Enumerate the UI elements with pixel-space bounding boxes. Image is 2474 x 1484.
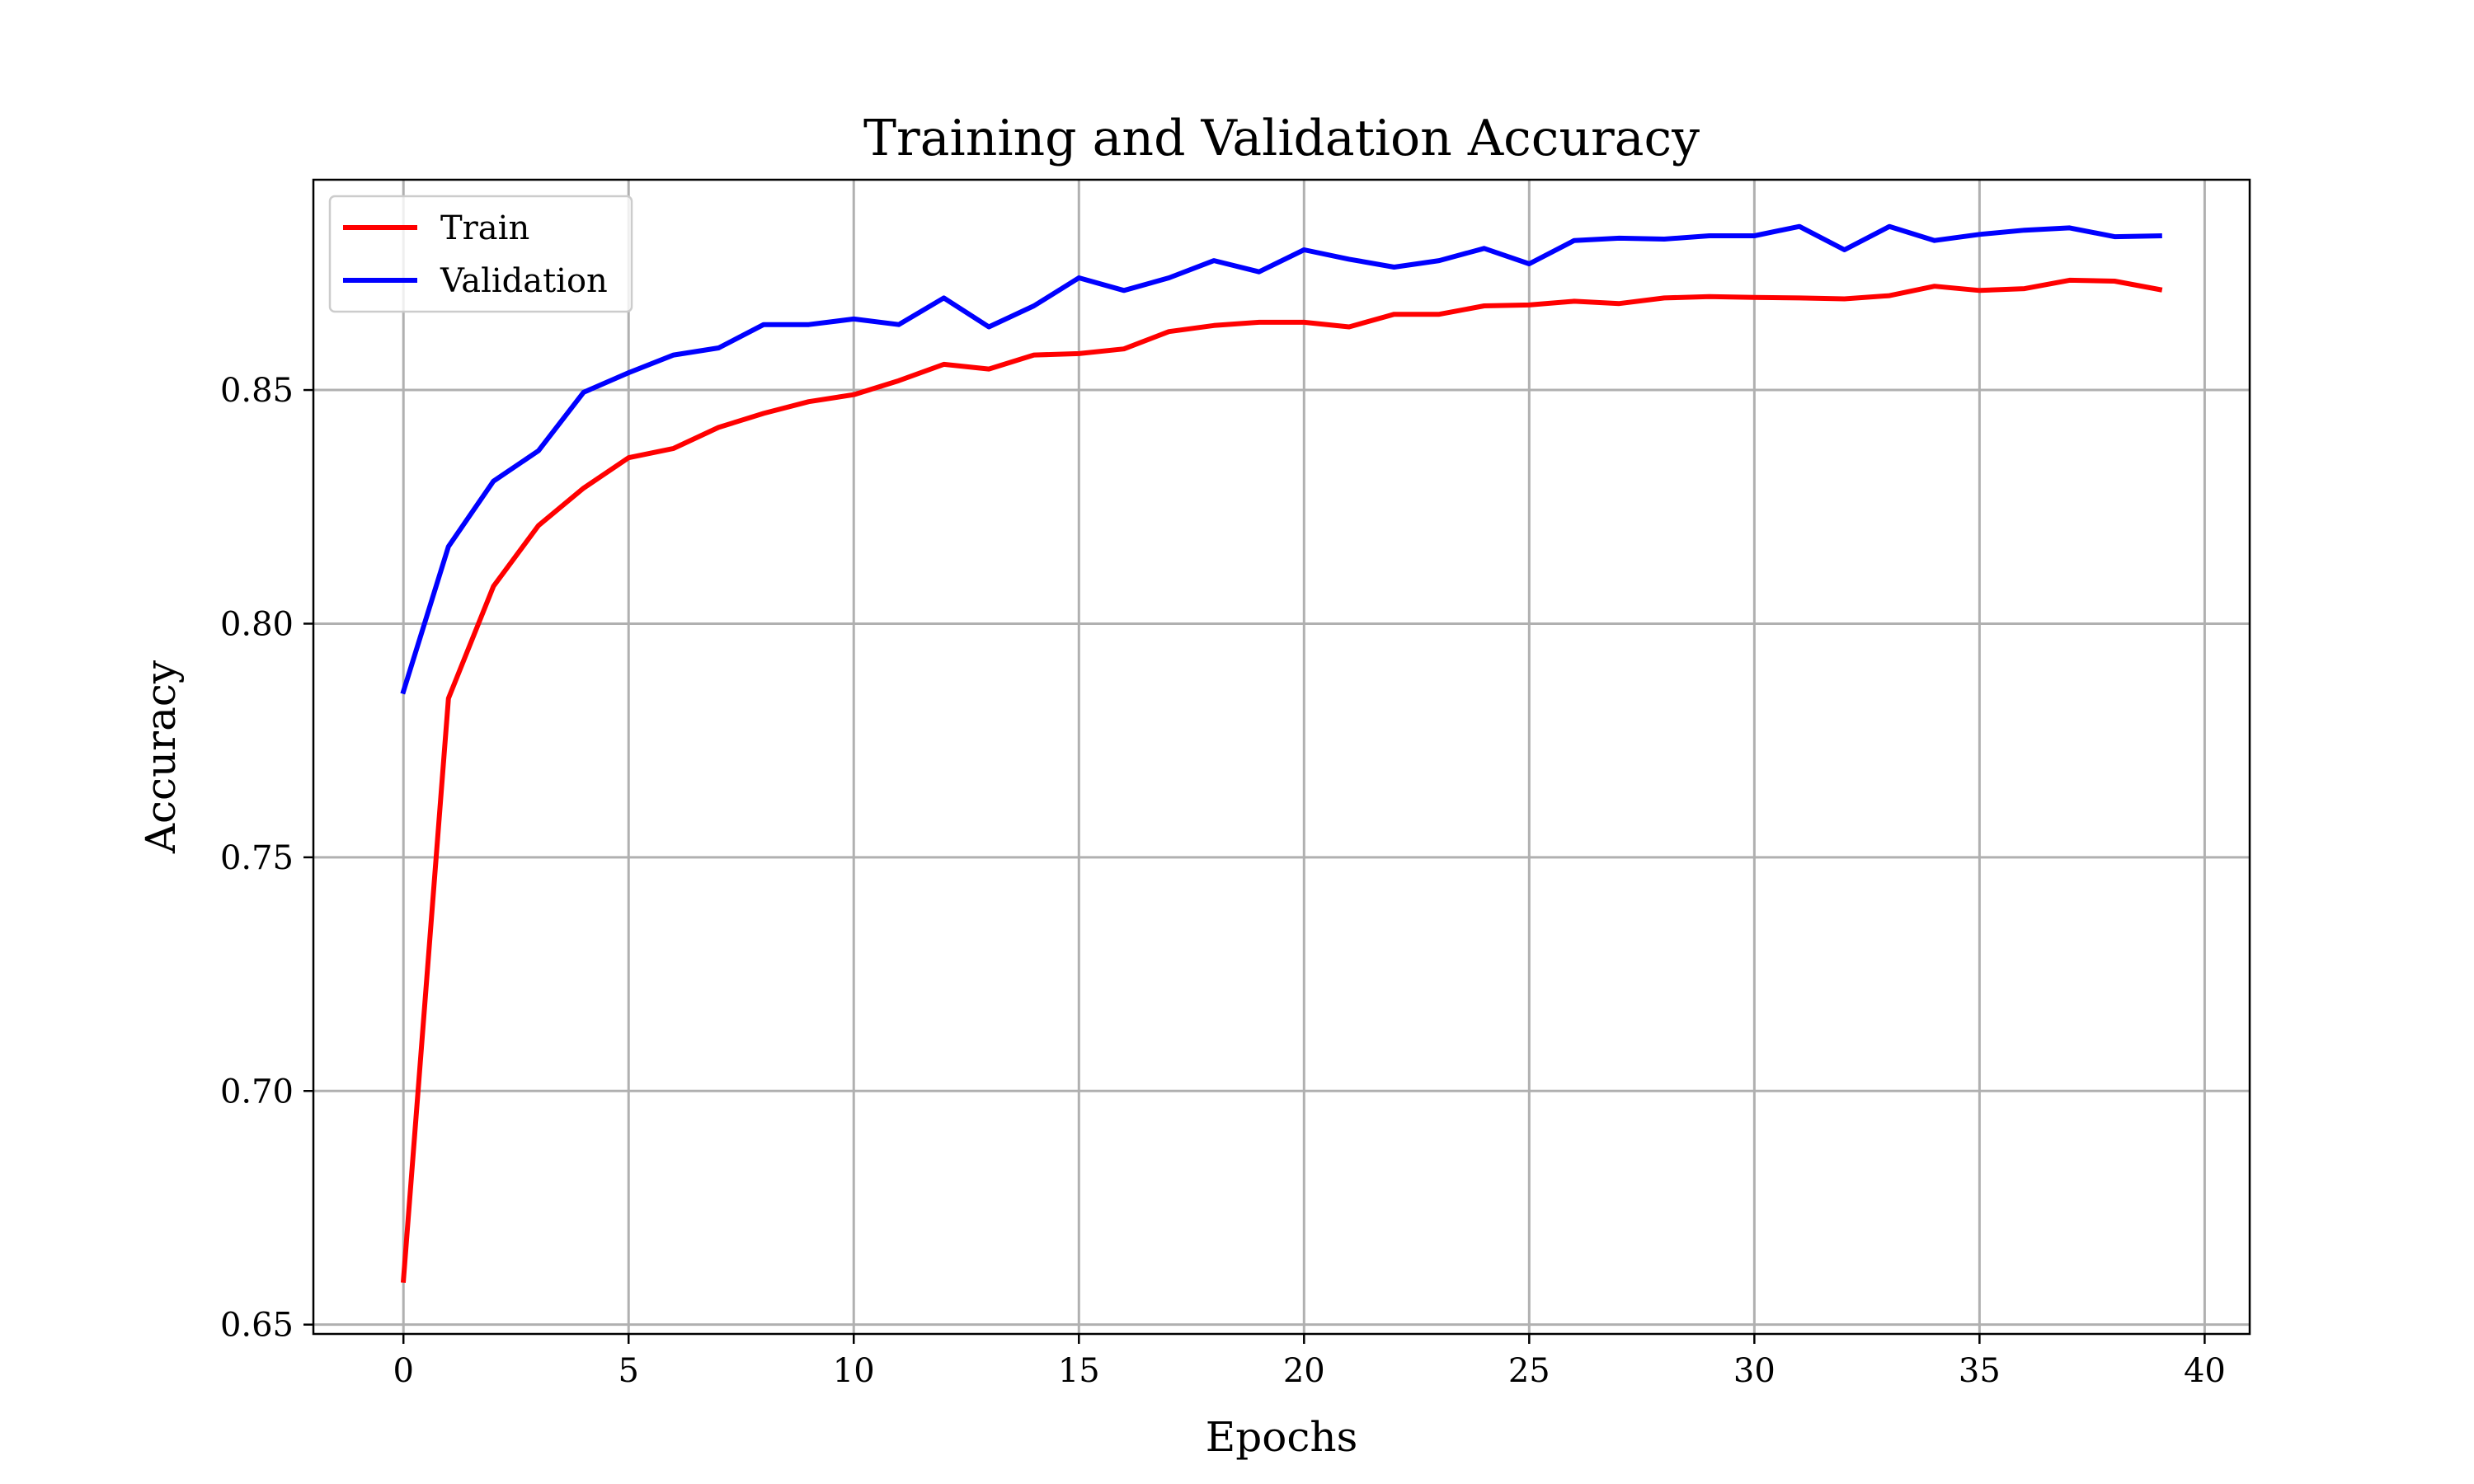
x-tick-label: 35: [1959, 1352, 2001, 1390]
axis-ticks: 0 5 10 15 20 25 30 35 40 0.65 0.70 0.75 0.80 0.85: [220, 372, 2226, 1390]
legend-label-train: Train: [440, 209, 529, 247]
x-tick-label: 20: [1283, 1352, 1325, 1390]
y-tick-label: 0.65: [220, 1307, 294, 1345]
series-lines: [400, 223, 2163, 1284]
y-axis-label: Accuracy: [137, 660, 185, 854]
series-line-train: [400, 277, 2163, 1284]
series-line-validation: [400, 223, 2162, 695]
legend: Train Validation: [328, 195, 633, 313]
x-tick-label: 25: [1508, 1352, 1550, 1390]
y-tick-label: 0.70: [220, 1073, 294, 1111]
x-tick-label: 15: [1058, 1352, 1100, 1390]
x-tick-label: 40: [2184, 1352, 2226, 1390]
x-axis-label: Epochs: [1206, 1413, 1357, 1461]
plot-frame: [312, 178, 2251, 1336]
grid-lines: [313, 180, 2250, 1334]
y-tick-label: 0.85: [220, 372, 294, 410]
chart-title: Training and Validation Accuracy: [863, 110, 1700, 167]
x-tick-label: 10: [833, 1352, 875, 1390]
x-tick-label: 5: [618, 1352, 639, 1390]
legend-label-validation: Validation: [440, 262, 608, 300]
y-tick-label: 0.75: [220, 839, 294, 877]
x-tick-label: 30: [1733, 1352, 1776, 1390]
x-tick-label: 0: [393, 1352, 413, 1390]
y-tick-label: 0.80: [220, 605, 294, 643]
